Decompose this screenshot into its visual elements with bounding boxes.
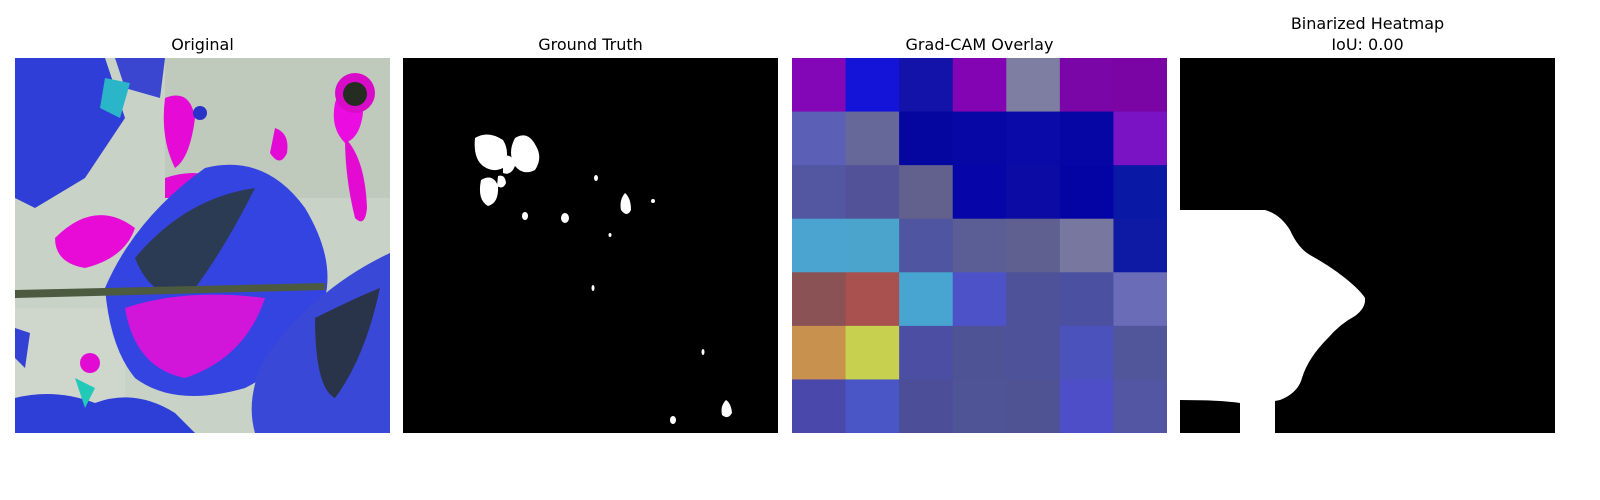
heatmap-cell [1006, 58, 1061, 113]
heatmap-cell [952, 325, 1007, 380]
panel-gradcam-overlay: Grad-CAM Overlay [792, 0, 1167, 440]
heatmap-cell [1006, 111, 1061, 166]
heatmap-cell [952, 165, 1007, 220]
heatmap-cell [1113, 325, 1167, 380]
heatmap-cell [899, 218, 954, 273]
heatmap-cell [1006, 165, 1061, 220]
heatmap-cell [899, 272, 954, 327]
heatmap-cell [1113, 165, 1167, 220]
heatmap-cell [1059, 165, 1114, 220]
panel-title: Original [171, 35, 234, 54]
heatmap-cell [792, 165, 847, 220]
heatmap-cell [1113, 218, 1167, 273]
heatmap-cell [792, 272, 847, 327]
heatmap-cell [1059, 111, 1114, 166]
heatmap-cell [1113, 379, 1167, 433]
heatmap-cell [1113, 272, 1167, 327]
iou-label: IoU: 0.00 [1331, 35, 1404, 54]
heatmap-cell [899, 111, 954, 166]
heatmap-cell [1059, 379, 1114, 433]
heatmap-cell [1006, 218, 1061, 273]
gradcam-heatmap [792, 58, 1167, 433]
heatmap-cell [792, 111, 847, 166]
heatmap-cell [792, 379, 847, 433]
heatmap-cell [1006, 272, 1061, 327]
heatmap-cell [1059, 325, 1114, 380]
heatmap-cell [845, 58, 900, 113]
panel-title: Grad-CAM Overlay [905, 35, 1054, 54]
heatmap-cell [845, 325, 900, 380]
heatmap-cell [899, 325, 954, 380]
heatmap-cell [899, 165, 954, 220]
panel-title: Ground Truth [538, 35, 643, 54]
heatmap-cell [845, 165, 900, 220]
heatmap-cell [952, 58, 1007, 113]
heatmap-cell [845, 218, 900, 273]
heatmap-cell [845, 379, 900, 433]
heatmap-cell [792, 325, 847, 380]
panel-original: Original [15, 0, 390, 440]
panel-title-text: Binarized Heatmap [1290, 14, 1445, 33]
panel-title: Binarized Heatmap IoU: 0.00 [1180, 13, 1555, 55]
heatmap-cell [1006, 379, 1061, 433]
heatmap-cell [845, 272, 900, 327]
heatmap-cell [1113, 58, 1167, 113]
heatmap-cell [899, 379, 954, 433]
heatmap-cell [952, 218, 1007, 273]
heatmap-cell [792, 58, 847, 113]
heatmap-cell [952, 272, 1007, 327]
heatmap-cell [792, 218, 847, 273]
heatmap-cell [1113, 111, 1167, 166]
panel-ground-truth: Ground Truth [403, 0, 778, 440]
ground-truth-mask [403, 58, 778, 433]
panel-binarized-heatmap: Binarized Heatmap IoU: 0.00 [1180, 0, 1555, 440]
heatmap-cell [845, 111, 900, 166]
heatmap-cell [1006, 325, 1061, 380]
heatmap-cell [1059, 218, 1114, 273]
heatmap-cell [952, 379, 1007, 433]
heatmap-cell [899, 58, 954, 113]
binarized-heatmap-image [1180, 58, 1555, 433]
heatmap-cell [1059, 272, 1114, 327]
heatmap-cell [952, 111, 1007, 166]
original-image [15, 58, 390, 433]
heatmap-cell [1059, 58, 1114, 113]
